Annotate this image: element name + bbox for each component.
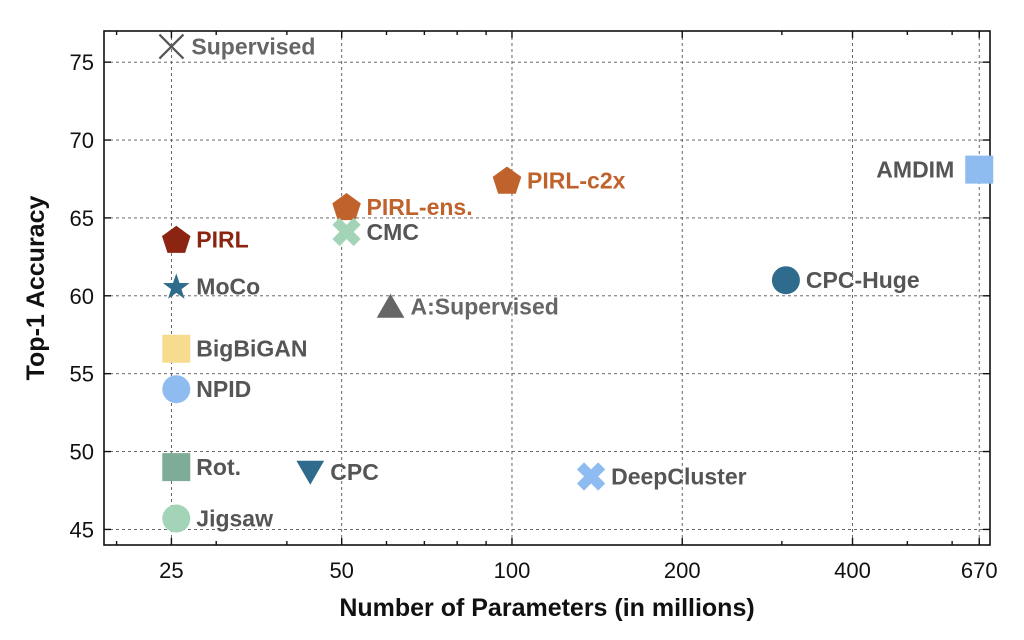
y-tick-label: 75 <box>70 50 94 75</box>
y-axis-title: Top-1 Accuracy <box>22 196 50 381</box>
x-tick-label: 200 <box>664 558 701 583</box>
y-tick-label: 55 <box>70 362 94 387</box>
label-supervised: Supervised <box>191 34 315 60</box>
axis-ticks: 25 50 100 200 400 670 45 50 55 60 65 70 75 <box>70 31 998 583</box>
point-deepcluster <box>576 462 606 491</box>
point-pirl-ens <box>332 193 361 221</box>
y-tick-label: 50 <box>70 440 94 465</box>
label-pirl: PIRL <box>196 227 248 253</box>
point-cpc-huge <box>771 266 800 295</box>
point-labels: Supervised AMDIM PIRL-c2x PIRL-ens.CMC PIRL C… <box>191 34 954 532</box>
label-cpc: CPC <box>330 459 379 485</box>
point-cmc <box>332 217 361 247</box>
plot-frame <box>103 30 991 546</box>
label-deepcluster: DeepCluster <box>611 463 747 489</box>
x-tick-label: 50 <box>329 558 353 583</box>
label-a-supervised: A:Supervised <box>411 294 559 320</box>
x-axis-title: Number of Parameters (in millions) <box>339 594 754 622</box>
y-tick-label: 60 <box>70 284 94 309</box>
point-pirl-c2x <box>492 166 522 194</box>
point-bigbigan <box>162 334 191 363</box>
label-cmc: CMC <box>367 219 419 245</box>
x-tick-label: 100 <box>494 558 531 583</box>
label-rot: Rot. <box>196 454 241 480</box>
point-npid <box>162 375 191 404</box>
point-jigsaw <box>162 504 191 533</box>
x-tick-label: 25 <box>159 558 183 583</box>
point-amdim <box>965 155 994 184</box>
data-points <box>158 33 994 533</box>
label-npid: NPID <box>196 376 251 402</box>
label-moco: MoCo <box>196 273 260 299</box>
point-cpc <box>296 460 325 485</box>
x-tick-label: 670 <box>961 558 998 583</box>
y-tick-label: 65 <box>70 206 94 231</box>
label-pirl-c2x: PIRL-c2x <box>527 168 626 194</box>
y-tick-label: 45 <box>70 517 94 542</box>
label-jigsaw: Jigsaw <box>196 506 273 532</box>
point-supervised <box>158 33 185 60</box>
label-cpc-huge: CPC-Huge <box>806 267 920 293</box>
point-pirl <box>162 225 191 253</box>
label-pirl-ens: PIRL-ens. <box>367 194 473 220</box>
label-amdim: AMDIM <box>876 157 954 183</box>
grid <box>104 31 990 545</box>
point-moco <box>163 273 190 299</box>
point-a-supervised <box>376 293 405 318</box>
point-rot <box>162 453 191 482</box>
x-tick-label: 400 <box>834 558 871 583</box>
y-tick-label: 70 <box>70 128 94 153</box>
label-bigbigan: BigBiGAN <box>196 336 307 362</box>
